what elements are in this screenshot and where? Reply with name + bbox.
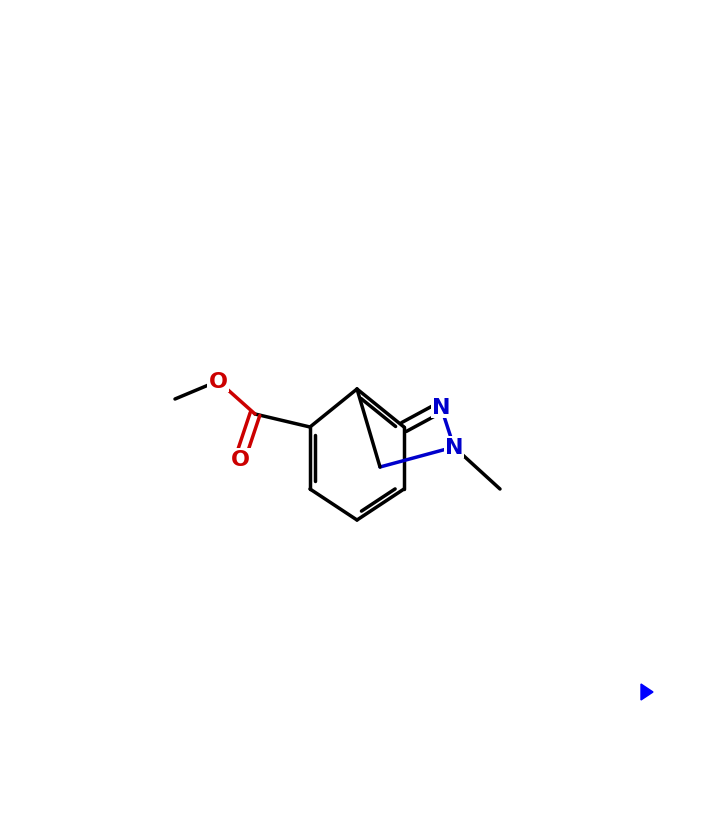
Text: N: N — [432, 398, 451, 418]
Text: N: N — [445, 437, 463, 457]
Polygon shape — [641, 684, 653, 700]
Text: O: O — [231, 449, 249, 470]
Text: O: O — [208, 371, 228, 391]
